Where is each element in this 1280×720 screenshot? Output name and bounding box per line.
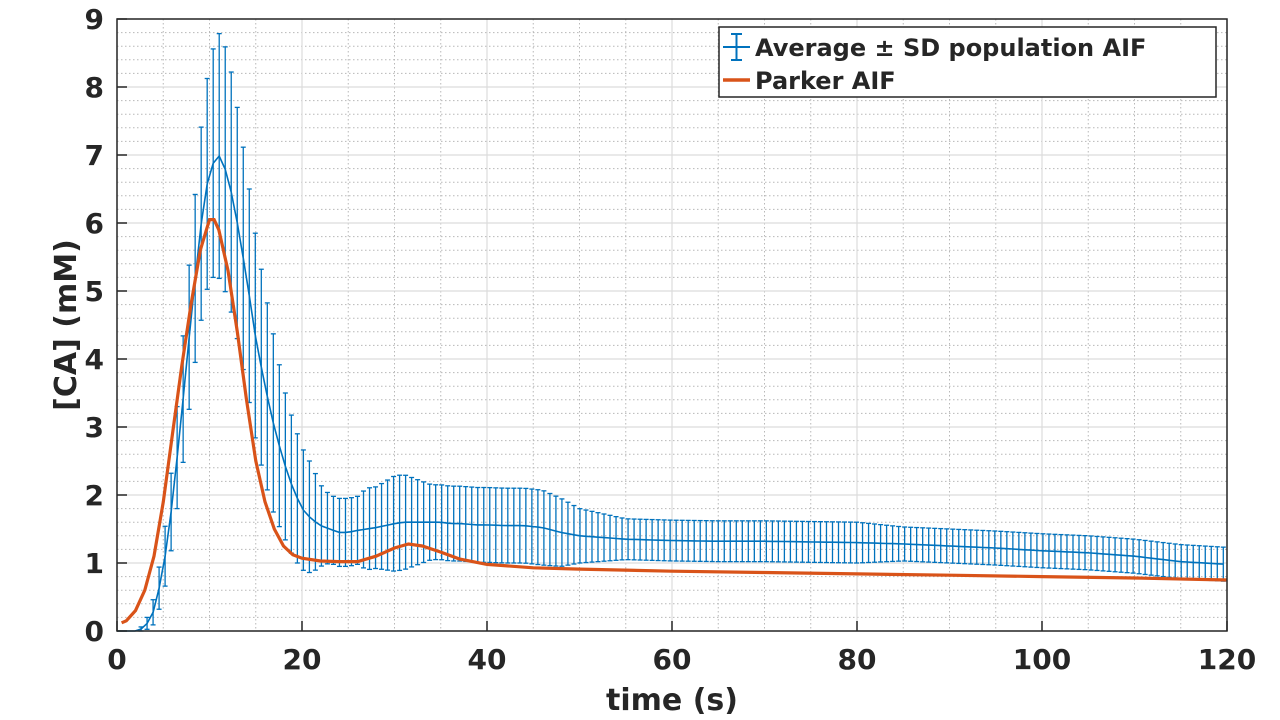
y-tick-label: 9	[85, 3, 104, 36]
y-tick-label: 3	[85, 411, 104, 444]
x-tick-label: 80	[838, 643, 877, 676]
x-tick-label: 40	[468, 643, 507, 676]
y-tick-label: 8	[85, 71, 104, 104]
y-tick-label: 5	[85, 275, 104, 308]
legend-label-average: Average ± SD population AIF	[755, 34, 1146, 62]
legend-box	[718, 26, 1217, 98]
x-tick-label: 60	[653, 643, 692, 676]
legend-label-parker: Parker AIF	[755, 67, 896, 95]
x-tick-label: 100	[1013, 643, 1071, 676]
parker-aif-line	[120, 218, 1228, 625]
x-axis-label: time (s)	[606, 683, 738, 718]
y-tick-label: 7	[85, 139, 104, 172]
x-tick-label: 0	[107, 643, 126, 676]
y-tick-label: 6	[85, 207, 104, 240]
legend: Average ± SD population AIF Parker AIF	[718, 26, 1217, 98]
y-tick-label: 0	[85, 615, 104, 648]
legend-errorbar-symbol	[723, 33, 750, 61]
x-tick-label: 120	[1198, 643, 1256, 676]
y-tick-label: 2	[85, 479, 104, 512]
y-axis-label: [CA] (mM)	[49, 239, 84, 411]
y-tick-label: 1	[85, 547, 104, 580]
x-tick-label: 20	[283, 643, 322, 676]
y-tick-label: 4	[85, 343, 104, 376]
average-aif-line	[117, 154, 1224, 632]
x-axis-ticks: 0 20 40 60 80 100 120	[107, 621, 1256, 676]
y-axis-ticks: 0 1 2 3 4 5 6 7 8 9	[85, 3, 127, 648]
